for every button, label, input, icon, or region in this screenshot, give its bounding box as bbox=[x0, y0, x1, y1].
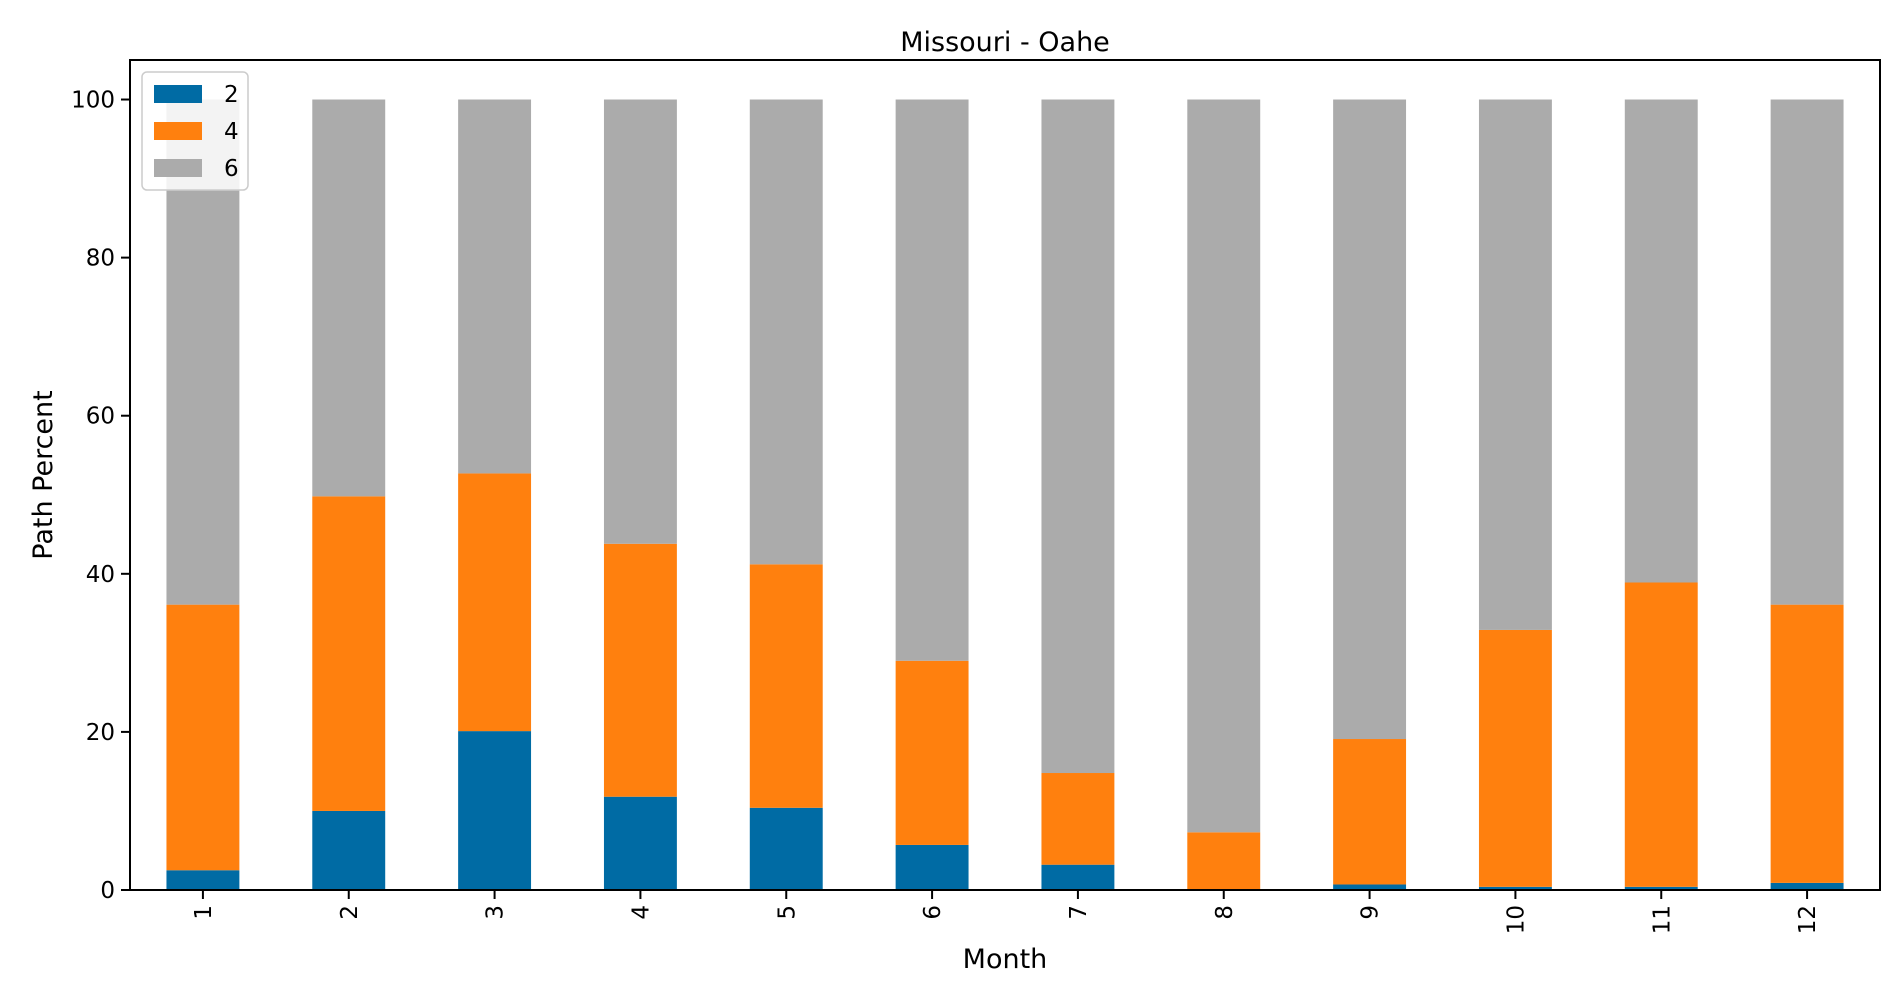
legend: 2 4 6 bbox=[141, 71, 249, 191]
bar-month-1-series-4 bbox=[166, 604, 240, 871]
bar-month-9-series-2 bbox=[1333, 884, 1407, 890]
x-tick-label: 8 bbox=[1212, 905, 1238, 920]
bar-month-12-series-4 bbox=[1770, 604, 1844, 883]
x-tick-label: 10 bbox=[1503, 905, 1529, 934]
bars-layer bbox=[166, 99, 1844, 890]
bar-month-2-series-4 bbox=[312, 496, 386, 811]
bar-month-5-series-6 bbox=[749, 99, 823, 565]
x-axis: 1 2 3 4 5 6 7 8 9 10 11 12 bbox=[191, 890, 1821, 934]
bar-month-6-series-4 bbox=[895, 660, 969, 845]
bar-month-3-series-6 bbox=[458, 99, 532, 474]
legend-label-6: 6 bbox=[224, 156, 239, 182]
bar-month-4-series-2 bbox=[603, 796, 677, 890]
bar-month-11-series-6 bbox=[1624, 99, 1698, 583]
x-axis-label: Month bbox=[963, 944, 1048, 975]
bar-month-8-series-4 bbox=[1187, 832, 1261, 890]
bar-month-10-series-4 bbox=[1478, 629, 1552, 887]
bar-month-4-series-6 bbox=[603, 99, 677, 544]
y-tick-label: 100 bbox=[71, 88, 115, 114]
x-tick-label: 4 bbox=[628, 905, 654, 920]
x-tick-label: 11 bbox=[1649, 905, 1675, 934]
bar-month-8-series-6 bbox=[1187, 99, 1261, 833]
bar-month-6-series-6 bbox=[895, 99, 969, 661]
y-axis-label: Path Percent bbox=[28, 390, 59, 560]
bar-month-12-series-6 bbox=[1770, 99, 1844, 605]
bar-month-2-series-2 bbox=[312, 810, 386, 890]
legend-label-4: 4 bbox=[224, 119, 239, 145]
y-tick-label: 80 bbox=[86, 246, 115, 272]
bar-month-3-series-2 bbox=[458, 731, 532, 890]
bar-month-11-series-4 bbox=[1624, 582, 1698, 887]
bar-month-1-series-2 bbox=[166, 870, 240, 890]
bar-month-3-series-4 bbox=[458, 473, 532, 732]
x-tick-label: 1 bbox=[191, 905, 217, 920]
bar-month-10-series-6 bbox=[1478, 99, 1552, 630]
bar-month-4-series-4 bbox=[603, 543, 677, 797]
y-axis: 0 20 40 60 80 100 bbox=[71, 88, 130, 904]
legend-swatch-4 bbox=[154, 122, 202, 140]
y-tick-label: 60 bbox=[86, 404, 115, 430]
bar-month-9-series-4 bbox=[1333, 739, 1407, 885]
x-tick-label: 12 bbox=[1795, 905, 1821, 934]
x-tick-label: 7 bbox=[1066, 905, 1092, 920]
legend-swatch-2 bbox=[154, 85, 202, 103]
bar-month-7-series-2 bbox=[1041, 864, 1115, 890]
bar-month-7-series-4 bbox=[1041, 773, 1115, 865]
x-tick-label: 9 bbox=[1358, 905, 1384, 920]
chart-title: Missouri - Oahe bbox=[900, 27, 1110, 58]
bar-month-5-series-4 bbox=[749, 564, 823, 808]
plot-frame bbox=[129, 59, 1881, 891]
bar-month-12-series-2 bbox=[1770, 882, 1844, 890]
bar-month-9-series-6 bbox=[1333, 99, 1407, 740]
x-tick-label: 2 bbox=[337, 905, 363, 920]
x-tick-label: 5 bbox=[774, 905, 800, 920]
bar-month-7-series-6 bbox=[1041, 99, 1115, 774]
x-tick-label: 6 bbox=[920, 905, 946, 920]
bar-month-5-series-2 bbox=[749, 807, 823, 890]
bar-month-6-series-2 bbox=[895, 844, 969, 890]
y-tick-label: 20 bbox=[86, 720, 115, 746]
legend-swatch-6 bbox=[154, 159, 202, 177]
bar-month-2-series-6 bbox=[312, 99, 386, 497]
y-tick-label: 40 bbox=[86, 562, 115, 588]
x-tick-label: 3 bbox=[483, 905, 509, 920]
legend-label-2: 2 bbox=[224, 82, 239, 108]
y-tick-label: 0 bbox=[100, 878, 115, 904]
bar-month-11-series-2 bbox=[1624, 886, 1698, 890]
bar-month-10-series-2 bbox=[1478, 886, 1552, 890]
